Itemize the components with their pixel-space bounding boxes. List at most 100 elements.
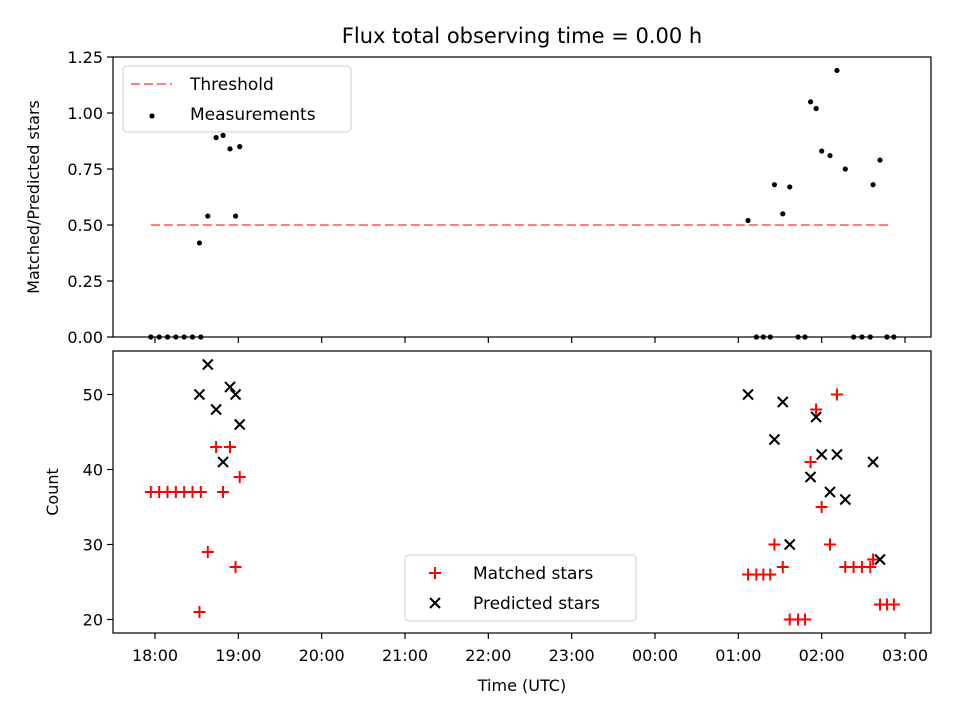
measurements-legend-label: Measurements xyxy=(190,105,316,125)
predicted-stars-point xyxy=(815,448,828,461)
measurement-point xyxy=(819,148,825,154)
measurement-point xyxy=(780,211,786,217)
chart-title: Flux total observing time = 0.00 h xyxy=(342,24,702,48)
predicted-stars-point xyxy=(229,388,242,401)
ratio-y-tick-label: 0.00 xyxy=(67,328,103,347)
x-tick-label: 19:00 xyxy=(215,646,261,665)
count-y-axis-label: Count xyxy=(43,468,62,516)
measurement-point xyxy=(877,157,883,163)
ratio-y-tick-label: 1.00 xyxy=(67,104,103,123)
count-legend: Matched stars Predicted stars xyxy=(404,554,637,622)
ratio-x-ticks xyxy=(154,337,906,343)
matched-stars-point xyxy=(764,568,777,581)
matched-stars-point xyxy=(194,486,207,498)
matched-stars-point xyxy=(810,403,823,416)
matched-stars-point xyxy=(193,606,206,618)
measurement-point xyxy=(205,213,211,219)
predicted-stars-point xyxy=(867,456,879,468)
matched-legend-label: Matched stars xyxy=(473,564,593,584)
predicted-stars-point xyxy=(768,433,781,446)
matched-stars-point xyxy=(824,538,836,551)
matched-stars-point xyxy=(776,561,789,573)
ratio-legend-frame xyxy=(122,65,352,133)
measurement-point xyxy=(196,240,203,246)
x-tick-label: 00:00 xyxy=(632,646,678,665)
measurement-point xyxy=(834,67,840,74)
matched-stars-point xyxy=(867,553,880,566)
matched-stars-point xyxy=(804,456,817,468)
predicted-stars-point xyxy=(202,358,214,371)
predicted-stars-point xyxy=(874,553,886,566)
predicted-stars-point xyxy=(217,456,229,468)
measurement-point xyxy=(870,182,876,188)
predicted-stars-point xyxy=(742,388,754,401)
predicted-stars-point xyxy=(224,381,236,393)
predicted-stars-point xyxy=(777,396,789,408)
matched-stars-point xyxy=(224,441,236,453)
predicted-legend-swatch xyxy=(429,597,441,609)
ratio-y-axis-label: Matched/Predicted stars xyxy=(24,100,43,294)
count-y-tick-label: 50 xyxy=(83,386,103,405)
ratio-legend: Threshold Measurements xyxy=(122,65,352,133)
predicted-stars-point xyxy=(193,388,206,401)
threshold-legend-label: Threshold xyxy=(189,75,274,95)
count-y-tick-label: 30 xyxy=(83,536,103,555)
predicted-stars-point xyxy=(824,486,836,498)
matched-stars-point xyxy=(210,441,223,453)
predicted-stars-point xyxy=(831,448,843,461)
x-tick-label: 20:00 xyxy=(299,646,345,665)
matched-stars-point xyxy=(815,501,828,513)
matched-legend-swatch xyxy=(429,567,441,579)
count-axes: 20 30 40 50 18:00 19:00 20:00 21:00 22:00 23:00 0… xyxy=(43,350,932,695)
matched-stars-point xyxy=(768,538,781,551)
measurement-point xyxy=(213,135,219,141)
ratio-y-ticks: 0.00 0.25 0.50 0.75 1.00 1.25 xyxy=(67,48,113,347)
measurement-point xyxy=(220,132,226,138)
ratio-y-tick-label: 1.25 xyxy=(67,48,103,67)
matched-stars-point xyxy=(864,561,877,573)
predicted-stars-point xyxy=(784,538,796,551)
x-tick-label: 22:00 xyxy=(465,646,511,665)
measurement-point xyxy=(237,144,243,150)
predicted-legend-label: Predicted stars xyxy=(473,594,600,614)
measurement-point xyxy=(227,146,233,152)
measurement-point xyxy=(745,217,751,224)
predicted-stars-point xyxy=(804,471,817,483)
x-axis-label: Time (UTC) xyxy=(477,676,566,695)
measurement-point xyxy=(807,99,814,105)
predicted-stars-point xyxy=(810,411,822,423)
ratio-axes-frame xyxy=(112,56,932,338)
predicted-stars-point xyxy=(839,493,851,506)
predicted-stars-point xyxy=(234,418,246,431)
measurement-point xyxy=(771,182,778,188)
x-tick-label: 02:00 xyxy=(799,646,845,665)
measurement-point xyxy=(842,166,848,172)
x-tick-label: 23:00 xyxy=(549,646,595,665)
matched-stars-point xyxy=(229,561,242,573)
measurement-point xyxy=(813,105,819,112)
matched-stars-point xyxy=(887,598,900,611)
measurements-legend-swatch xyxy=(149,113,155,119)
ratio-axes: 0.00 0.25 0.50 0.75 1.00 1.25 Matched/Predict… xyxy=(24,48,932,347)
ratio-y-tick-label: 0.25 xyxy=(67,272,103,291)
measurement-point xyxy=(232,213,239,219)
count-y-ticks: 20 30 40 50 xyxy=(83,386,113,630)
matched-stars-point xyxy=(233,471,246,483)
x-tick-label: 01:00 xyxy=(715,646,761,665)
count-legend-frame xyxy=(404,554,637,622)
x-tick-label: 21:00 xyxy=(382,646,428,665)
ratio-y-tick-label: 0.50 xyxy=(67,216,103,235)
x-tick-label: 18:00 xyxy=(132,646,178,665)
count-plot-area xyxy=(144,358,900,626)
count-x-ticks: 18:00 19:00 20:00 21:00 22:00 23:00 00:00 01:00… xyxy=(132,633,928,665)
matched-stars-point xyxy=(799,613,811,626)
matched-stars-point xyxy=(217,486,230,498)
x-tick-label: 03:00 xyxy=(882,646,928,665)
ratio-y-tick-label: 0.75 xyxy=(67,160,103,179)
predicted-stars-point xyxy=(210,403,222,416)
matched-stars-point xyxy=(830,388,843,401)
measurement-point xyxy=(827,152,833,159)
count-y-tick-label: 40 xyxy=(83,461,103,480)
measurement-point xyxy=(787,184,793,190)
